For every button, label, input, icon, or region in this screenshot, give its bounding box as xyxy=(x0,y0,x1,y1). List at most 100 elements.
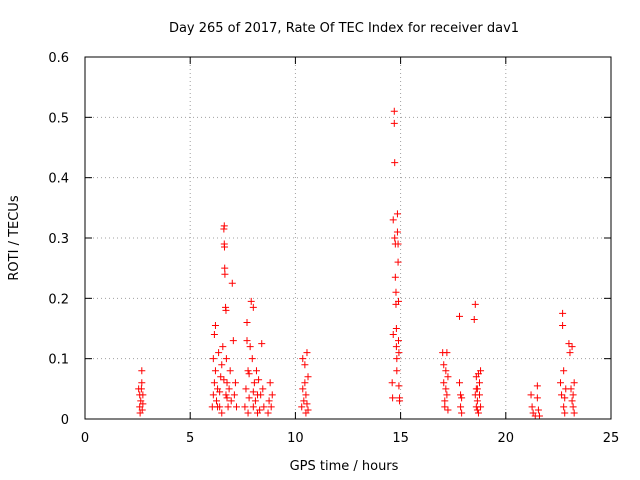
data-point xyxy=(391,159,399,167)
data-point xyxy=(225,385,233,393)
data-point xyxy=(243,337,251,345)
data-point xyxy=(255,376,263,384)
data-point xyxy=(244,367,252,375)
data-point xyxy=(535,412,543,420)
data-point xyxy=(393,210,401,218)
data-point xyxy=(569,403,577,411)
x-tick-label: 25 xyxy=(603,431,620,446)
data-point xyxy=(559,309,567,317)
data-point xyxy=(389,216,397,224)
data-point xyxy=(444,373,452,381)
data-point xyxy=(444,406,452,414)
data-point xyxy=(391,234,399,242)
data-point xyxy=(229,337,237,345)
data-point xyxy=(395,382,403,390)
y-tick-label: 0.2 xyxy=(48,292,69,307)
data-point xyxy=(139,400,147,408)
data-point xyxy=(210,379,218,387)
data-point xyxy=(534,406,542,414)
data-point xyxy=(268,391,276,399)
data-point xyxy=(211,321,219,329)
plot-frame xyxy=(84,56,612,420)
data-point xyxy=(393,228,401,236)
data-point xyxy=(299,355,307,363)
data-point xyxy=(441,397,449,405)
data-point xyxy=(568,343,576,351)
data-point xyxy=(211,367,219,375)
data-point xyxy=(458,409,466,417)
data-point xyxy=(527,391,535,399)
data-point xyxy=(221,270,229,278)
data-point xyxy=(457,403,465,411)
data-point xyxy=(216,388,224,396)
data-point xyxy=(560,403,568,411)
data-point xyxy=(222,306,230,314)
data-point xyxy=(226,367,234,375)
data-point xyxy=(393,367,401,375)
data-point xyxy=(219,343,227,351)
data-point xyxy=(300,397,308,405)
data-point xyxy=(567,385,575,393)
x-axis-ticks: 0 5 10 15 20 25 xyxy=(81,57,619,446)
data-point xyxy=(258,340,266,348)
x-tick-label: 5 xyxy=(186,431,194,446)
data-point xyxy=(394,258,402,266)
y-tick-label: 0.3 xyxy=(48,232,69,247)
data-point xyxy=(302,391,310,399)
data-point xyxy=(231,379,239,387)
data-point xyxy=(222,355,230,363)
data-point xyxy=(561,394,569,402)
data-point xyxy=(456,379,464,387)
y-tick-label: 0.1 xyxy=(48,353,69,368)
data-points xyxy=(135,107,578,420)
data-point xyxy=(228,279,236,287)
data-point xyxy=(559,321,567,329)
data-point xyxy=(249,403,257,411)
data-point xyxy=(394,240,402,248)
x-tick-label: 10 xyxy=(287,431,304,446)
data-point xyxy=(558,391,566,399)
data-point xyxy=(457,391,465,399)
y-tick-label: 0.4 xyxy=(48,172,69,187)
data-point xyxy=(213,397,220,405)
data-point xyxy=(392,343,400,351)
data-point xyxy=(303,400,311,408)
data-point xyxy=(568,397,576,405)
data-point xyxy=(223,394,231,402)
data-point xyxy=(218,361,226,369)
data-point xyxy=(443,349,451,357)
data-point xyxy=(473,406,481,414)
data-point xyxy=(396,397,404,405)
data-point xyxy=(249,388,257,396)
data-point xyxy=(390,119,398,127)
data-point xyxy=(265,397,273,405)
data-point xyxy=(304,406,312,414)
data-point xyxy=(301,361,309,369)
data-point xyxy=(458,394,466,402)
y-axis-label: ROTI / TECUs xyxy=(7,195,22,280)
data-point xyxy=(251,397,259,405)
data-point xyxy=(223,379,231,387)
data-point xyxy=(389,331,397,339)
data-point xyxy=(254,409,262,417)
data-point xyxy=(266,379,274,387)
data-point xyxy=(528,403,536,411)
data-point xyxy=(232,403,240,411)
data-point xyxy=(570,379,578,387)
data-point xyxy=(471,300,479,308)
data-point xyxy=(476,379,483,387)
data-point xyxy=(210,331,218,339)
data-point xyxy=(227,397,235,405)
chart-title: Day 265 of 2017, Rate Of TEC Index for r… xyxy=(169,21,519,36)
data-point xyxy=(209,391,217,399)
data-point xyxy=(392,325,400,332)
data-point xyxy=(244,409,252,417)
data-point xyxy=(298,403,306,411)
data-point xyxy=(241,403,249,411)
data-point xyxy=(303,349,311,357)
data-point xyxy=(267,403,275,411)
data-point xyxy=(243,318,251,326)
data-point xyxy=(441,403,449,411)
data-point xyxy=(473,397,481,405)
data-point xyxy=(561,409,569,417)
